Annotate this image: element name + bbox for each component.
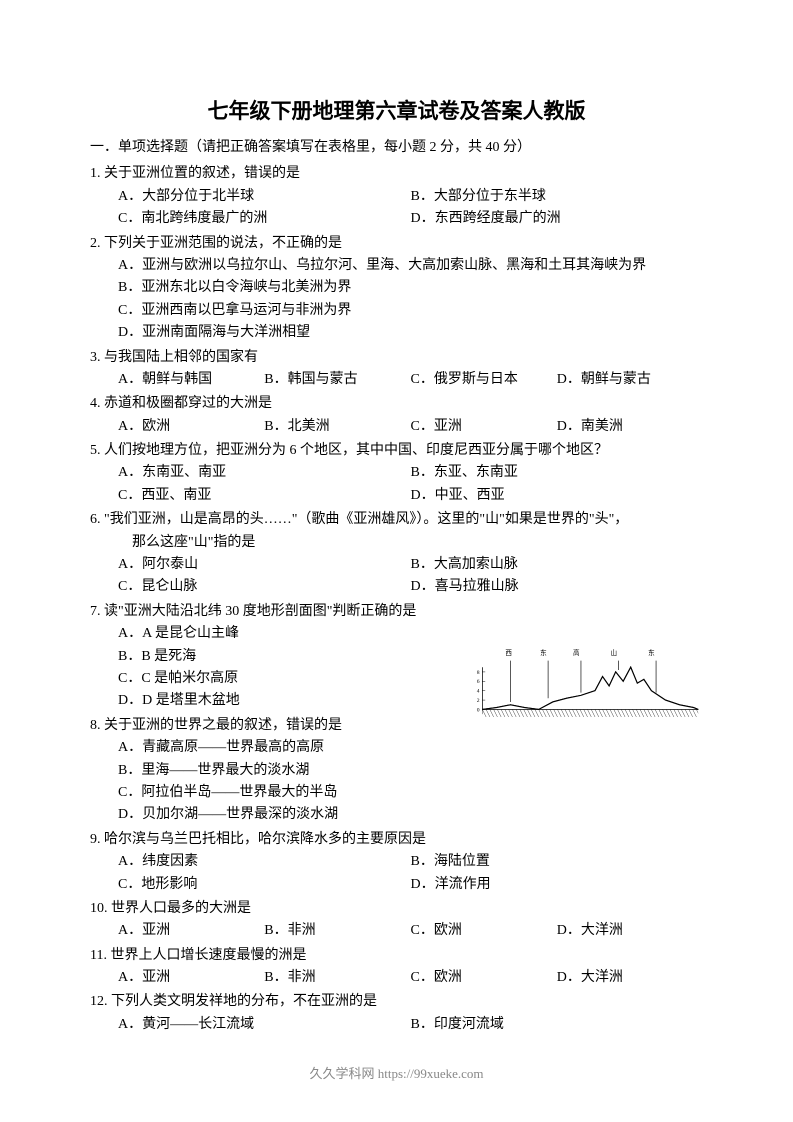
question-3: 3. 与我国陆上相邻的国家有A．朝鲜与韩国B．韩国与蒙古C．俄罗斯与日本D．朝鲜…: [90, 347, 703, 392]
option-A: A．阿尔泰山: [118, 554, 411, 576]
option-C: C．昆仑山脉: [118, 576, 411, 598]
option-A: A．欧洲: [118, 416, 264, 438]
option-B: B．韩国与蒙古: [264, 369, 410, 391]
question-10: 10. 世界人口最多的大洲是A．亚洲B．非洲C．欧洲D．大洋洲: [90, 898, 703, 943]
terrain-profile-diagram: 8 6 4 2 0 西 东 高 山 东: [473, 641, 703, 731]
option-C: C．欧洲: [411, 920, 557, 942]
options-row: A．阿尔泰山B．大高加索山脉: [90, 554, 703, 576]
question-11: 11. 世界上人口增长速度最慢的洲是A．亚洲B．非洲C．欧洲D．大洋洲: [90, 945, 703, 990]
option-A: A．纬度因素: [118, 851, 411, 873]
options-row: A．黄河——长江流域B．印度河流域: [90, 1014, 703, 1036]
option-A: A．东南亚、南亚: [118, 462, 411, 484]
option-B: B．大高加索山脉: [411, 554, 704, 576]
question-text: 9. 哈尔滨与乌兰巴托相比，哈尔滨降水多的主要原因是: [90, 829, 703, 851]
option-C: C．阿拉伯半岛——世界最大的半岛: [90, 782, 703, 804]
svg-text:2: 2: [477, 698, 480, 704]
question-4: 4. 赤道和极圈都穿过的大洲是A．欧洲B．北美洲C．亚洲D．南美洲: [90, 393, 703, 438]
section-header: 一．单项选择题（请把正确答案填写在表格里，每小题 2 分，共 40 分）: [90, 137, 703, 159]
option-C: C．欧洲: [411, 967, 557, 989]
svg-text:山: 山: [611, 648, 618, 657]
options-row: C．西亚、南亚D．中亚、西亚: [90, 485, 703, 507]
option-B: B．东亚、东南亚: [411, 462, 704, 484]
option-A: A．亚洲与欧洲以乌拉尔山、乌拉尔河、里海、大高加索山脉、黑海和土耳其海峡为界: [90, 255, 703, 277]
option-D: D．亚洲南面隔海与大洋洲相望: [90, 322, 703, 344]
option-A: A．朝鲜与韩国: [118, 369, 264, 391]
option-B: B．印度河流域: [411, 1014, 704, 1036]
q7-wrapper: A．A 是昆仑山主峰B．B 是死海C．C 是帕米尔高原D．D 是塔里木盆地864…: [90, 623, 703, 713]
option-D: D．喜马拉雅山脉: [411, 576, 704, 598]
option-D: D．东西跨经度最广的洲: [411, 208, 704, 230]
page-footer: 久久学科网 https://99xueke.com: [0, 1063, 793, 1082]
question-text: 4. 赤道和极圈都穿过的大洲是: [90, 393, 703, 415]
option-A: A．亚洲: [118, 967, 264, 989]
question-text: 12. 下列人类文明发祥地的分布，不在亚洲的是: [90, 991, 703, 1013]
question-text: 2. 下列关于亚洲范围的说法，不正确的是: [90, 233, 703, 255]
option-C: C．西亚、南亚: [118, 485, 411, 507]
question-12: 12. 下列人类文明发祥地的分布，不在亚洲的是A．黄河——长江流域B．印度河流域: [90, 991, 703, 1036]
question-6: 6. "我们亚洲，山是高昂的头……"（歌曲《亚洲雄风》）。这里的"山"如果是世界…: [90, 509, 703, 599]
svg-text:东: 东: [540, 648, 547, 657]
options-row: A．亚洲B．非洲C．欧洲D．大洋洲: [90, 967, 703, 989]
svg-text:4: 4: [477, 689, 480, 695]
question-text: 6. "我们亚洲，山是高昂的头……"（歌曲《亚洲雄风》）。这里的"山"如果是世界…: [90, 509, 703, 531]
option-B: B．亚洲东北以白令海峡与北美洲为界: [90, 277, 703, 299]
question-text-cont: 那么这座"山"指的是: [90, 532, 703, 554]
options-row: A．亚洲B．非洲C．欧洲D．大洋洲: [90, 920, 703, 942]
question-1: 1. 关于亚洲位置的叙述，错误的是A．大部分位于北半球B．大部分位于东半球C．南…: [90, 163, 703, 230]
option-D: D．洋流作用: [411, 874, 704, 896]
option-C: C．南北跨纬度最广的洲: [118, 208, 411, 230]
svg-text:高: 高: [573, 648, 580, 657]
options-row: A．纬度因素B．海陆位置: [90, 851, 703, 873]
options-row: A．东南亚、南亚B．东亚、东南亚: [90, 462, 703, 484]
options-row: A．欧洲B．北美洲C．亚洲D．南美洲: [90, 416, 703, 438]
question-text: 7. 读"亚洲大陆沿北纬 30 度地形剖面图"判断正确的是: [90, 601, 703, 623]
option-B: B．非洲: [264, 967, 410, 989]
options-row: C．南北跨纬度最广的洲D．东西跨经度最广的洲: [90, 208, 703, 230]
exam-title: 七年级下册地理第六章试卷及答案人教版: [90, 95, 703, 125]
option-B: B．非洲: [264, 920, 410, 942]
option-C: C．亚洲西南以巴拿马运河与非洲为界: [90, 300, 703, 322]
question-text: 11. 世界上人口增长速度最慢的洲是: [90, 945, 703, 967]
option-A: A．亚洲: [118, 920, 264, 942]
svg-text:西: 西: [505, 649, 512, 657]
option-D: D．贝加尔湖——世界最深的淡水湖: [90, 804, 703, 826]
question-text: 10. 世界人口最多的大洲是: [90, 898, 703, 920]
options-row: C．地形影响D．洋流作用: [90, 874, 703, 896]
question-text: 3. 与我国陆上相邻的国家有: [90, 347, 703, 369]
option-C: C．地形影响: [118, 874, 411, 896]
svg-text:0: 0: [477, 708, 480, 714]
question-text: 5. 人们按地理方位，把亚洲分为 6 个地区，其中中国、印度尼西亚分属于哪个地区…: [90, 440, 703, 462]
options-row: C．昆仑山脉D．喜马拉雅山脉: [90, 576, 703, 598]
question-text: 1. 关于亚洲位置的叙述，错误的是: [90, 163, 703, 185]
svg-text:8: 8: [477, 670, 480, 676]
option-B: B．里海——世界最大的淡水湖: [90, 760, 703, 782]
svg-text:6: 6: [477, 679, 480, 685]
option-B: B．大部分位于东半球: [411, 186, 704, 208]
svg-text:东: 东: [648, 648, 655, 657]
options-row: A．朝鲜与韩国B．韩国与蒙古C．俄罗斯与日本D．朝鲜与蒙古: [90, 369, 703, 391]
options-row: A．大部分位于北半球B．大部分位于东半球: [90, 186, 703, 208]
option-D: D．大洋洲: [557, 967, 703, 989]
question-8: 8. 关于亚洲的世界之最的叙述，错误的是A．青藏高原——世界最高的高原B．里海—…: [90, 715, 703, 827]
question-9: 9. 哈尔滨与乌兰巴托相比，哈尔滨降水多的主要原因是A．纬度因素B．海陆位置C．…: [90, 829, 703, 896]
questions-container: 1. 关于亚洲位置的叙述，错误的是A．大部分位于北半球B．大部分位于东半球C．南…: [90, 163, 703, 1036]
question-7: 7. 读"亚洲大陆沿北纬 30 度地形剖面图"判断正确的是A．A 是昆仑山主峰B…: [90, 601, 703, 713]
option-A: A．大部分位于北半球: [118, 186, 411, 208]
option-C: C．亚洲: [411, 416, 557, 438]
question-2: 2. 下列关于亚洲范围的说法，不正确的是A．亚洲与欧洲以乌拉尔山、乌拉尔河、里海…: [90, 233, 703, 345]
option-D: D．中亚、西亚: [411, 485, 704, 507]
option-C: C．俄罗斯与日本: [411, 369, 557, 391]
question-5: 5. 人们按地理方位，把亚洲分为 6 个地区，其中中国、印度尼西亚分属于哪个地区…: [90, 440, 703, 507]
option-D: D．大洋洲: [557, 920, 703, 942]
option-B: B．海陆位置: [411, 851, 704, 873]
option-A: A．黄河——长江流域: [118, 1014, 411, 1036]
option-A: A．青藏高原——世界最高的高原: [90, 737, 703, 759]
option-D: D．南美洲: [557, 416, 703, 438]
option-D: D．朝鲜与蒙古: [557, 369, 703, 391]
option-B: B．北美洲: [264, 416, 410, 438]
